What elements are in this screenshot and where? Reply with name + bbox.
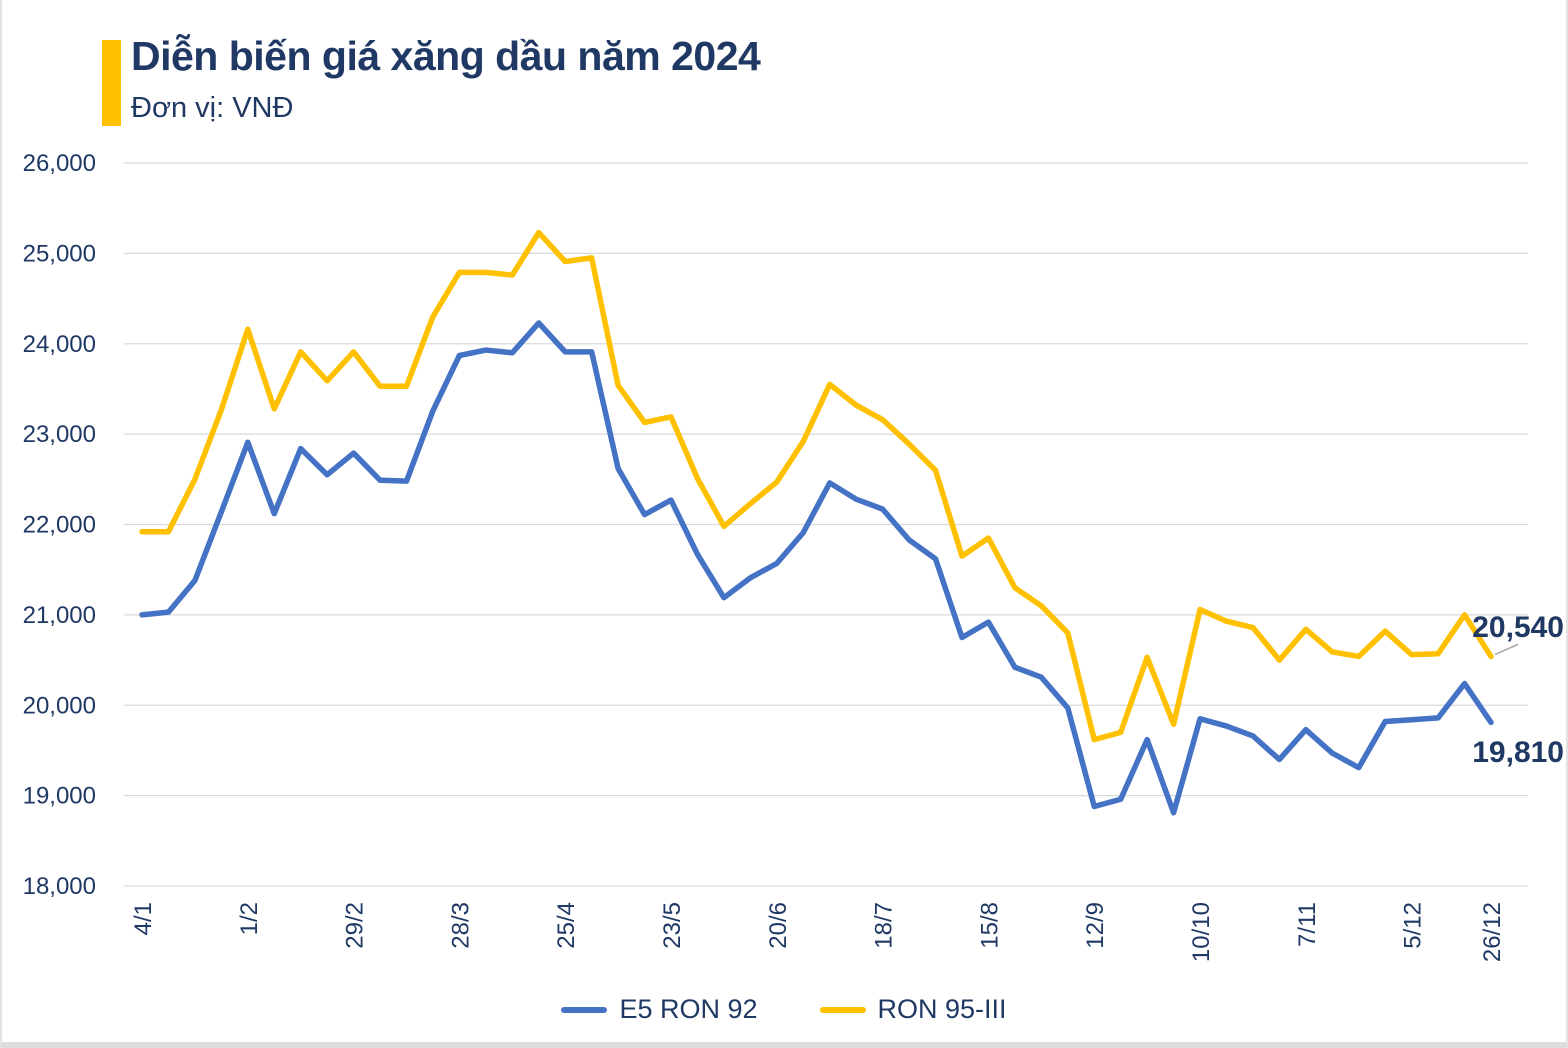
- y-axis-label: 23,000: [23, 421, 96, 448]
- series-line-e5-ron92: [139, 320, 1494, 816]
- x-axis-label: 7/11: [1294, 902, 1321, 947]
- legend: E5 RON 92 RON 95-III: [2, 994, 1566, 1025]
- legend-item-ron95-iii: RON 95-III: [819, 994, 1007, 1025]
- x-axis-label: 20/6: [765, 902, 792, 949]
- y-axis-label: 25,000: [23, 240, 96, 267]
- legend-line-swatch: [561, 1006, 608, 1013]
- x-axis-label: 1/2: [236, 902, 263, 935]
- x-axis-label: 18/7: [871, 902, 898, 949]
- x-axis-label: 4/1: [130, 902, 157, 935]
- chart-subtitle: Đơn vị: VNĐ: [131, 92, 294, 124]
- x-axis-label: 5/12: [1400, 902, 1427, 949]
- y-axis-label: 20,000: [23, 692, 96, 719]
- x-axis-label: 15/8: [976, 902, 1003, 949]
- y-axis-label: 26,000: [23, 150, 96, 177]
- x-axis-label: 23/5: [659, 902, 686, 949]
- y-axis-label: 21,000: [23, 602, 96, 629]
- y-axis-label: 18,000: [23, 873, 96, 900]
- x-axis-label: 28/3: [447, 902, 474, 949]
- bottom-window-edge: [2, 1042, 1566, 1048]
- annotation-leader-line: [1494, 643, 1519, 656]
- chart-title: Diễn biến giá xăng dầu năm 2024: [131, 33, 761, 79]
- x-axis-label: 26/12: [1479, 902, 1506, 962]
- x-axis-label: 29/2: [342, 902, 369, 949]
- legend-label: E5 RON 92: [619, 994, 758, 1024]
- legend-label: RON 95-III: [877, 994, 1007, 1024]
- y-axis-label: 22,000: [23, 512, 96, 539]
- annotation-ron95-last-value: 20,540: [1472, 611, 1564, 644]
- y-axis-label: 19,000: [23, 783, 96, 810]
- series-line-ron95-iii: [139, 229, 1494, 743]
- y-axis-label: 24,000: [23, 331, 96, 358]
- x-axis-label: 25/4: [553, 902, 580, 949]
- x-axis-label: 10/10: [1188, 902, 1215, 962]
- title-accent-bar: [102, 40, 121, 126]
- legend-line-swatch: [819, 1006, 866, 1013]
- annotation-e5-last-value: 19,810: [1472, 736, 1564, 769]
- x-axis-label: 12/9: [1082, 902, 1109, 949]
- legend-item-e5-ron92: E5 RON 92: [561, 994, 758, 1025]
